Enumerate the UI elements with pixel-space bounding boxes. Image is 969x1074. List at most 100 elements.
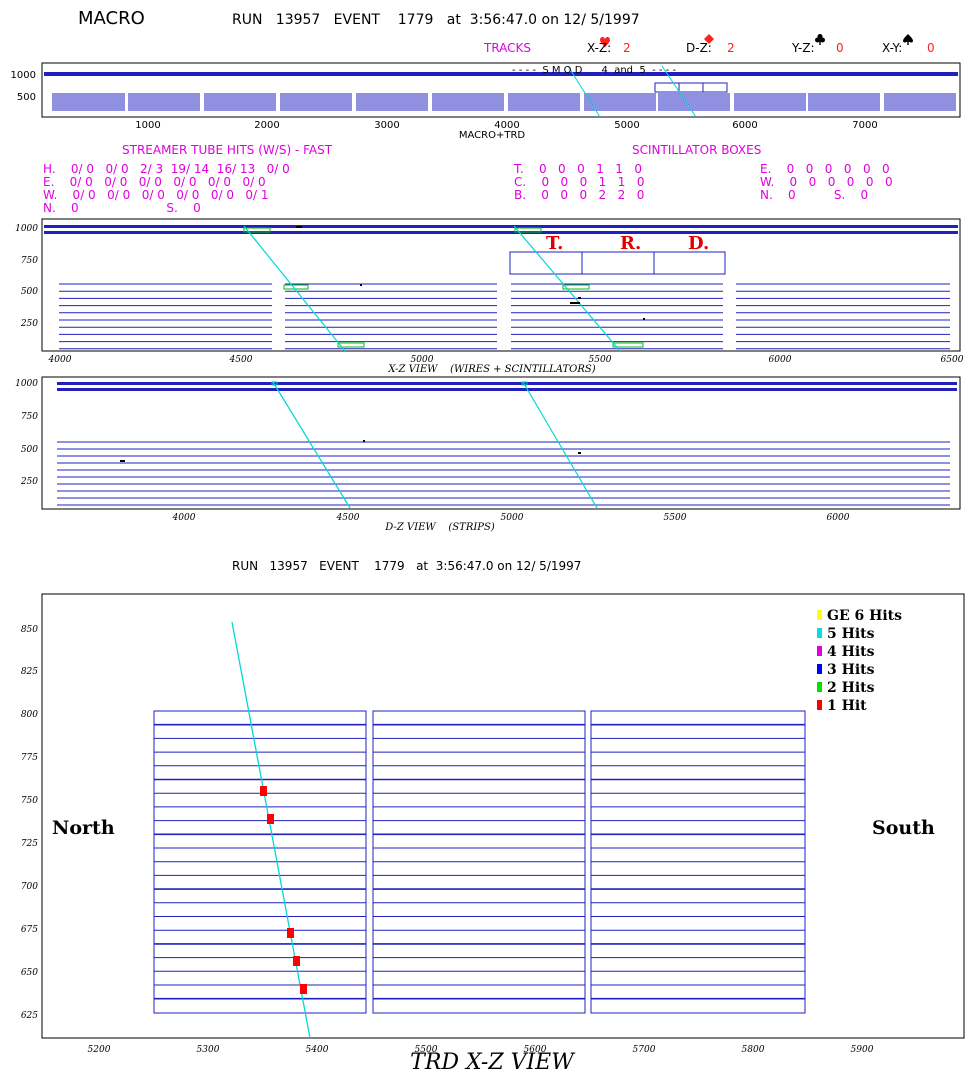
overview-xtick: 2000 [254,120,279,131]
xz-xtick: 4000 [48,355,72,365]
legend-label: 2 Hits [827,680,875,696]
dz-view-title: D-Z VIEW (STRIPS) [384,522,495,533]
dz-xtick: 5500 [664,513,687,523]
streamer-row: H. 0/ 0 0/ 0 2/ 3 19/ 14 16/ 13 0/ 0 [43,162,290,176]
xz-track-label: X-Z: [587,41,611,55]
xz-view-title: X-Z VIEW (WIRES + SCINTILLATORS) [387,364,595,375]
xz-xtick: 5500 [589,355,612,365]
xz-track-value: 2 [623,41,631,55]
heart-icon [600,37,610,48]
xz-xtick: 6000 [769,355,792,365]
trd-ytick: 700 [21,882,38,892]
legend-swatch [817,700,822,710]
overview-ytick-500: 500 [17,92,36,103]
overview-xtick: 3000 [374,120,399,131]
trd-xtick: 5400 [306,1045,329,1055]
xz-xtick: 5000 [411,355,434,365]
legend-swatch [817,664,822,674]
overview-xtick: 5000 [614,120,639,131]
xz-view-panel: T. R. D. 1000 750 500 250 4000 4500 5000… [15,218,964,375]
dz-track-label: D-Z: [686,41,712,55]
trd-view-title: TRD X-Z VIEW [410,1050,576,1074]
tracks-label: TRACKS [483,41,531,55]
overview-ytick-1000: 1000 [11,70,36,81]
trd-xtick: 5600 [524,1045,547,1055]
dz-ytick: 750 [21,412,38,422]
trd-run-info: RUN 13957 EVENT 1779 at 3:56:47.0 on 12/… [232,559,581,573]
north-label: North [52,817,115,839]
trd-xtick: 5700 [633,1045,656,1055]
dz-track-value: 2 [727,41,735,55]
streamer-row: E. 0/ 0 0/ 0 0/ 0 0/ 0 0/ 0 0/ 0 [43,175,266,189]
dz-xtick: 6000 [827,513,850,523]
xy-track-value: 0 [927,41,935,55]
trd-letter-t: T. [546,233,563,254]
legend-label: 1 Hit [827,698,867,714]
legend-swatch [817,682,822,692]
yz-track-label: Y-Z: [791,41,815,55]
dz-ytick: 250 [20,477,38,487]
xz-ytick: 750 [21,256,38,266]
legend-label: GE 6 Hits [827,608,902,624]
legend-swatch [817,646,822,656]
dz-xtick: 4000 [172,513,196,523]
overview-xtick: 4000 [494,120,519,131]
trd-ytick: 850 [21,625,38,635]
dz-xtick: 4500 [336,513,360,523]
overview-xtick: 7000 [852,120,877,131]
dz-xtick: 5000 [501,513,524,523]
streamer-title: STREAMER TUBE HITS (W/S) - FAST [122,143,333,157]
trd-ytick: 800 [21,710,38,720]
legend-swatch [817,610,822,620]
trd-hit [293,956,300,966]
scint-row: B. 0 0 0 2 2 0 [514,188,644,202]
spade-icon [903,34,913,45]
trd-ytick: 650 [21,968,38,978]
run-info: RUN 13957 EVENT 1779 at 3:56:47.0 on 12/… [232,12,640,28]
xz-ytick: 250 [20,319,38,329]
streamer-row: W. 0/ 0 0/ 0 0/ 0 0/ 0 0/ 0 0/ 1 [43,188,269,202]
trd-ytick: 625 [21,1011,38,1021]
trd-xtick: 5800 [742,1045,765,1055]
trd-xtick: 5500 [415,1045,438,1055]
trd-legend: GE 6 Hits 5 Hits 4 Hits 3 Hits 2 Hits 1 … [817,608,902,714]
dz-view-panel: 1000 750 500 250 4000 4500 5000 5500 600… [15,376,961,533]
trd-hit [267,814,274,824]
legend-label: 3 Hits [827,662,875,678]
xy-track-label: X-Y: [882,41,902,55]
trd-hit [300,984,307,994]
scint-title: SCINTILLATOR BOXES [632,143,761,157]
scint-row: T. 0 0 0 1 1 0 [513,162,642,176]
xz-xtick: 6500 [941,355,964,365]
xz-ytick: 1000 [15,224,38,234]
trd-hit [287,928,294,938]
xz-ytick: 500 [21,287,38,297]
scint-row: E. 0 0 0 0 0 0 [760,162,890,176]
yz-track-value: 0 [836,41,844,55]
trd-xtick: 5900 [851,1045,874,1055]
diamond-icon [704,34,714,44]
scint-row: N. 0 S. 0 [760,188,868,202]
macro-title: MACRO [78,8,145,29]
dz-ytick: 1000 [15,379,38,389]
dz-ytick: 500 [21,445,38,455]
trd-letter-d: D. [688,233,709,254]
smod-label: - - - - S M O D 4 and 5 - - - - [512,65,676,76]
trd-letter-r: R. [620,233,641,254]
legend-label: 5 Hits [827,626,875,642]
trd-ytick: 675 [21,925,38,935]
trd-ytick: 750 [21,796,38,806]
trd-ytick: 725 [21,839,38,849]
club-icon [815,34,825,45]
overview-panel: - - - - S M O D 4 and 5 - - - - 1000 500… [11,62,961,141]
streamer-row: N. 0 S. 0 [43,201,201,215]
legend-label: 4 Hits [827,644,875,660]
scint-row: W. 0 0 0 0 0 0 [760,175,893,189]
south-label: South [872,817,935,839]
trd-xtick: 5300 [197,1045,220,1055]
legend-swatch [817,628,822,638]
overview-xlabel: MACRO+TRD [459,130,526,141]
trd-ytick: 775 [21,753,38,763]
overview-xtick: 1000 [135,120,160,131]
